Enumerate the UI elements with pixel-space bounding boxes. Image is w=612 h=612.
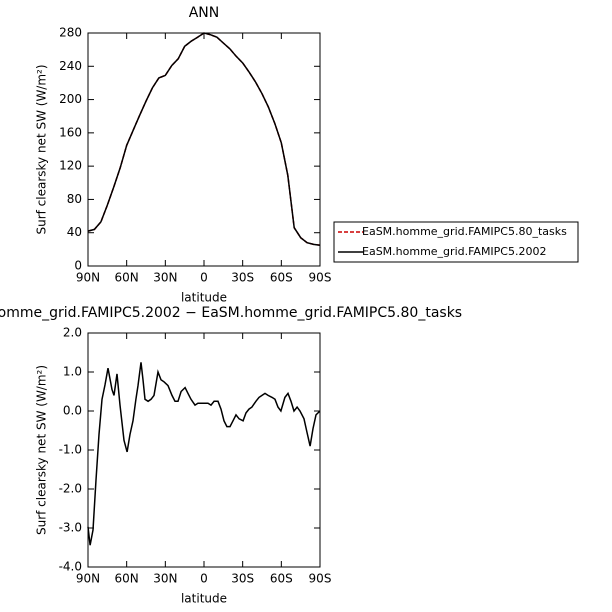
x-tick-label: 30S bbox=[231, 271, 254, 285]
legend-label: EaSM.homme_grid.FAMIPC5.2002 bbox=[362, 245, 546, 258]
x-axis-label: latitude bbox=[181, 291, 227, 305]
y-tick-label: -1.0 bbox=[59, 443, 82, 457]
data-line bbox=[87, 362, 321, 546]
x-tick-label: 60S bbox=[270, 271, 293, 285]
y-tick-label: -3.0 bbox=[59, 521, 82, 535]
y-tick-label: 240 bbox=[59, 59, 82, 73]
x-tick-label: 30N bbox=[153, 271, 177, 285]
x-axis-label: latitude bbox=[181, 592, 227, 606]
y-tick-label: 200 bbox=[59, 92, 82, 106]
x-tick-label: 30S bbox=[231, 572, 254, 586]
x-tick-label: 0 bbox=[200, 271, 208, 285]
x-tick-label: 30N bbox=[153, 572, 177, 586]
y-tick-label: 80 bbox=[67, 192, 82, 206]
legend-box bbox=[333, 221, 579, 263]
y-axis-label: Surf clearsky net SW (W/m²) bbox=[35, 64, 49, 234]
y-tick-label: 120 bbox=[59, 159, 82, 173]
x-tick-label: 90N bbox=[76, 572, 100, 586]
y-tick-label: -2.0 bbox=[59, 482, 82, 496]
legend-label: EaSM.homme_grid.FAMIPC5.80_tasks bbox=[362, 225, 567, 238]
plot-frame bbox=[87, 32, 321, 267]
chart-title: ANN bbox=[189, 5, 220, 21]
y-axis-label: Surf clearsky net SW (W/m²) bbox=[35, 365, 49, 535]
x-tick-label: 90N bbox=[76, 271, 100, 285]
x-tick-label: 90S bbox=[309, 271, 332, 285]
chart-title: EaSM.homme_grid.FAMIPC5.2002 − EaSM.homm… bbox=[0, 305, 462, 321]
y-tick-label: 1.0 bbox=[63, 365, 82, 379]
y-tick-label: 160 bbox=[59, 125, 82, 139]
y-tick-label: -4.0 bbox=[59, 560, 82, 574]
y-tick-label: 40 bbox=[67, 225, 82, 239]
plot-frame bbox=[87, 332, 321, 568]
x-tick-label: 60N bbox=[115, 271, 139, 285]
x-tick-label: 0 bbox=[200, 572, 208, 586]
y-tick-label: 280 bbox=[59, 26, 82, 40]
y-tick-label: 2.0 bbox=[63, 326, 82, 340]
data-line bbox=[87, 32, 321, 246]
x-tick-label: 60S bbox=[270, 572, 293, 586]
data-line bbox=[87, 32, 321, 246]
y-tick-label: 0 bbox=[74, 259, 82, 273]
y-tick-label: 0.0 bbox=[63, 404, 82, 418]
x-tick-label: 60N bbox=[115, 572, 139, 586]
x-tick-label: 90S bbox=[309, 572, 332, 586]
